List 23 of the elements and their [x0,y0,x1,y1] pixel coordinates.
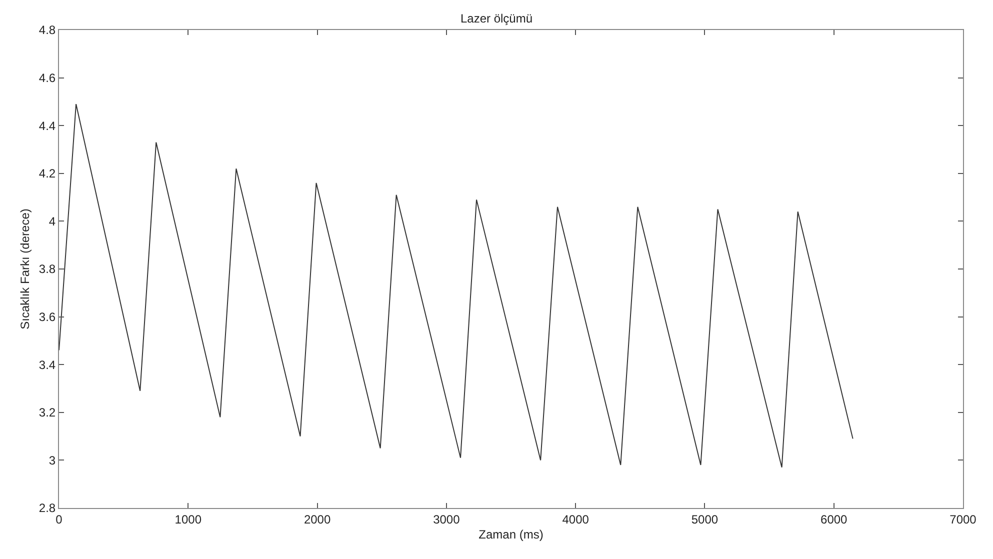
x-tick-label: 7000 [950,512,977,526]
x-tick-label: 0 [56,512,63,526]
y-tick-label: 3.6 [38,310,56,324]
x-tick-label: 3000 [433,512,460,526]
chart-title: Lazer ölçümü [460,11,533,26]
x-tick-label: 6000 [820,512,848,526]
y-tick-label: 3.4 [38,358,56,372]
y-tick-label: 4 [48,214,56,228]
y-tick-label: 2.8 [38,501,56,516]
x-tick-label: 4000 [562,512,590,526]
y-tick-label: 4.6 [38,71,56,85]
y-tick-label: 3.2 [38,406,56,420]
y-tick-label: 3 [48,453,56,468]
x-tick-label: 5000 [691,512,718,526]
y-tick-label: 4.4 [38,118,56,133]
y-tick-label: 4.2 [38,166,56,181]
line-series [59,104,854,468]
y-tick-label: 4.8 [38,23,56,38]
x-tick-label: 2000 [304,512,331,526]
y-tick-label: 3.8 [38,262,56,276]
y-axis-title: Sıcaklık Farkı (derece) [18,208,32,330]
x-axis-title: Zaman (ms) [478,527,544,542]
x-tick-label: 1000 [174,512,202,526]
